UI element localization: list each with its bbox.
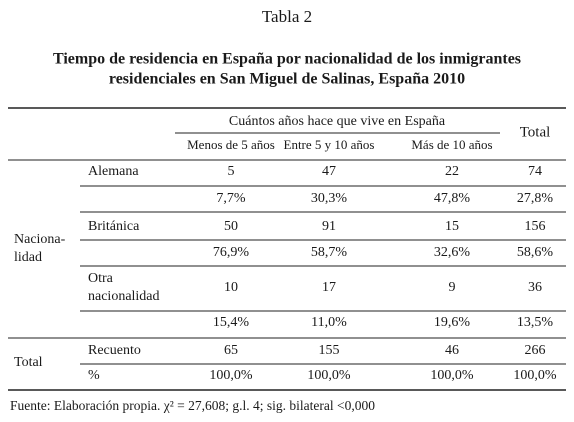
cell: 100,0% [430,368,474,383]
cell: 30,3% [311,191,348,206]
cell: 13,5% [517,315,554,330]
cell: 36 [528,280,542,295]
row-label: Otra [88,271,114,286]
column-header: Más de 10 años [411,137,492,152]
cell: 58,6% [517,245,554,260]
row-label: Recuento [88,343,141,358]
cell: 156 [525,219,546,234]
cell: 10 [224,280,238,295]
row-group-label: Total [14,355,43,370]
row-label: Alemana [88,164,139,179]
cell: 7,7% [216,191,246,206]
cell: 76,9% [213,245,250,260]
group-header: Cuántos años hace que vive en España [229,114,446,129]
table-number: Tabla 2 [262,7,312,26]
column-header: Menos de 5 años [187,137,275,152]
cell: 74 [528,164,542,179]
cell: 22 [445,164,459,179]
row-group-label: Naciona- [14,232,66,247]
cell: 50 [224,219,238,234]
column-header: Entre 5 y 10 años [284,137,375,152]
cell: 47,8% [434,191,471,206]
row-group-label: lidad [14,250,42,265]
footer: Fuente: Elaboración propia. χ² = 27,608;… [10,398,375,413]
cell: 58,7% [311,245,348,260]
cell: 5 [228,164,235,179]
cell: 27,8% [517,191,554,206]
row-label: Británica [88,219,140,234]
row-label: % [88,368,100,383]
cell: 15,4% [213,315,250,330]
row-label: nacionalidad [88,289,160,304]
cell: 266 [525,343,546,358]
cell: 11,0% [311,315,347,330]
cell: 100,0% [513,368,557,383]
cell: 19,6% [434,315,471,330]
cell: 17 [322,280,336,295]
cell: 32,6% [434,245,471,260]
subtitle: residenciales en San Miguel de Salinas, … [109,71,465,88]
cell: 65 [224,343,238,358]
column-header: Total [520,124,551,140]
cell: 46 [445,343,459,358]
cell: 15 [445,219,459,234]
subtitle: Tiempo de residencia en España por nacio… [53,51,521,68]
cell: 47 [322,164,336,179]
cell: 155 [319,343,340,358]
cell: 100,0% [209,368,253,383]
cell: 91 [322,219,336,234]
cell: 9 [449,280,456,295]
cell: 100,0% [307,368,351,383]
